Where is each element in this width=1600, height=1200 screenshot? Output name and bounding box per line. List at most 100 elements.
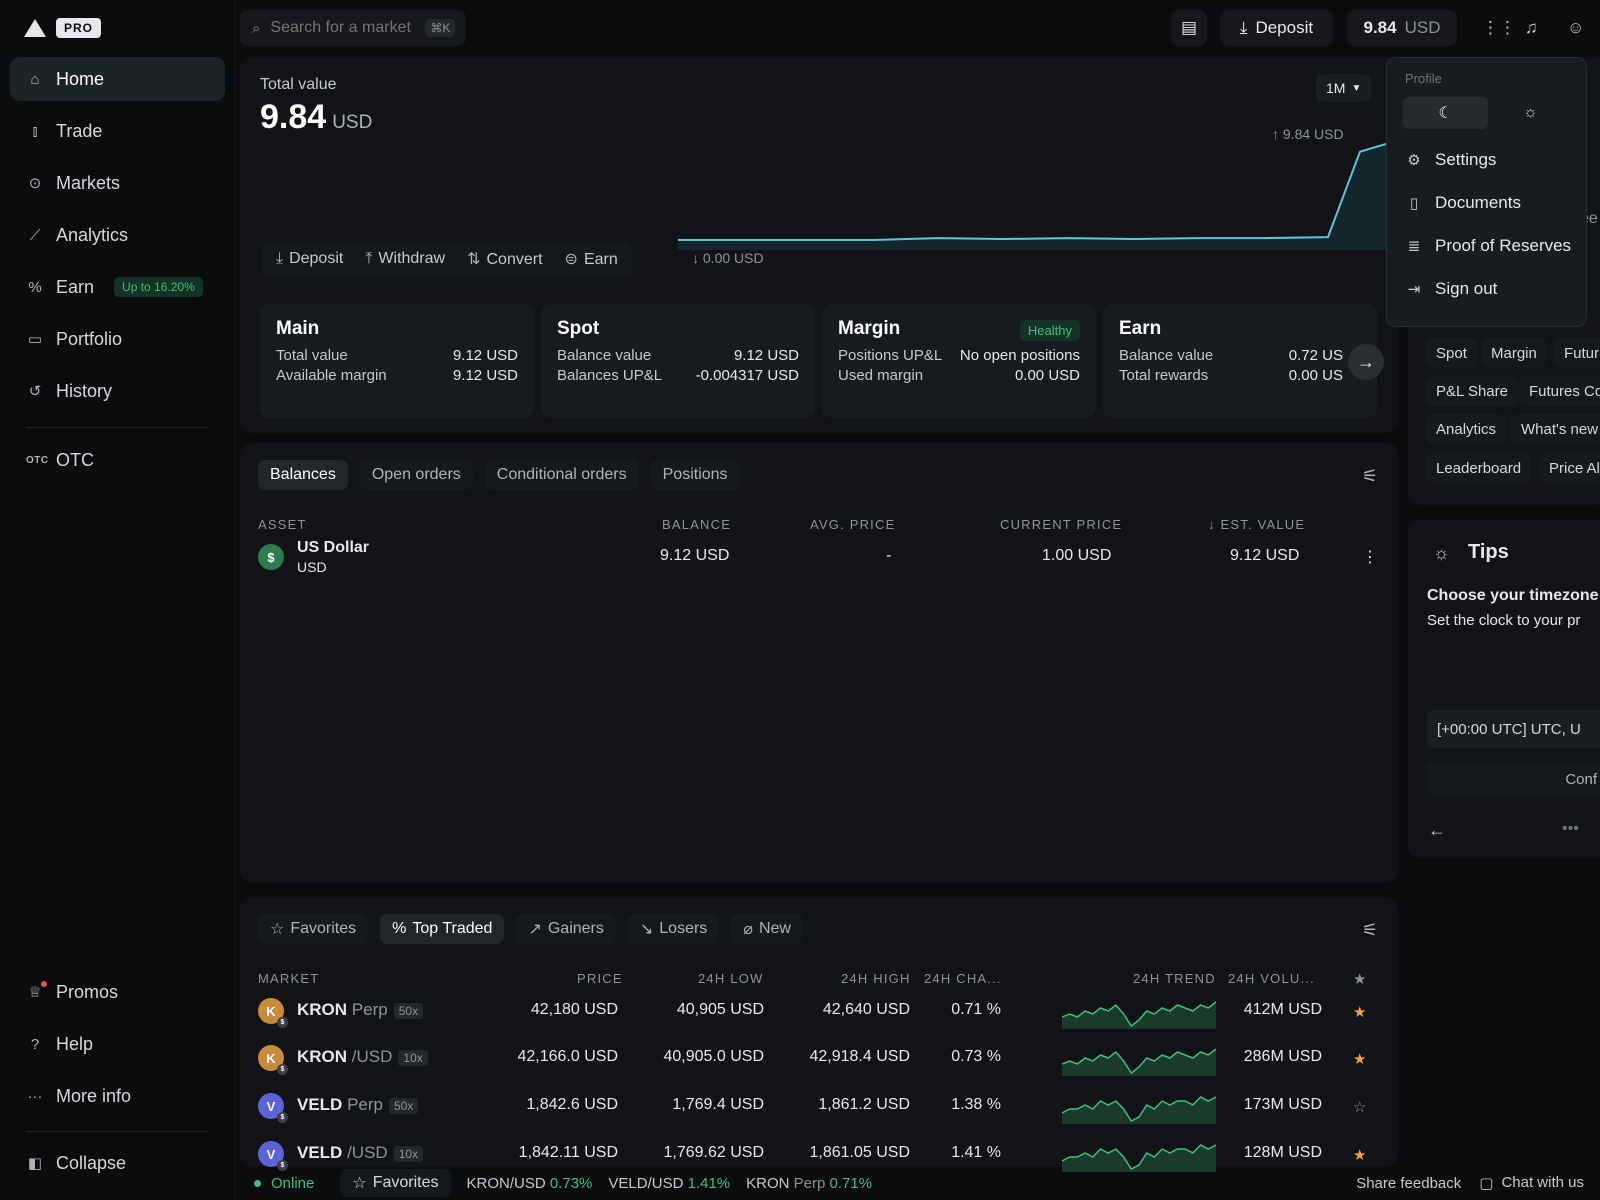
user-icon[interactable]: ☺ xyxy=(1567,18,1585,37)
coin-icon: V $ xyxy=(258,1093,288,1123)
favorite-star-icon[interactable]: ★ xyxy=(1353,1004,1367,1021)
shortcut-pnl-share[interactable]: P&L Share xyxy=(1426,376,1518,406)
asset-symbol: USD xyxy=(297,559,327,575)
menu-item-sign-out[interactable]: ⇥ Sign out xyxy=(1405,279,1498,299)
menu-item-settings[interactable]: ⚙ Settings xyxy=(1405,150,1496,170)
profile-menu: Profile ☾ ☼ ⚙ Settings ▯ Documents ≣ Proof … xyxy=(1386,57,1587,327)
account-card-earn[interactable]: Earn Balance value 0.72 US Total rewards 0… xyxy=(1103,304,1377,418)
tab-conditional-orders[interactable]: Conditional orders xyxy=(484,460,639,490)
arrow-left-icon[interactable]: ← xyxy=(1428,820,1446,840)
cards-next-button[interactable]: → xyxy=(1348,344,1384,380)
ticker-kron-usd[interactable]: KRON/USD 0.73% xyxy=(467,1175,593,1192)
sidebar-item-markets[interactable]: ⊙ Markets xyxy=(10,161,225,205)
action-withdraw[interactable]: ⤒ Withdraw xyxy=(365,250,445,268)
column-header-current-price[interactable]: CURRENT PRICE xyxy=(1000,517,1123,532)
sliders-icon[interactable]: ⚟ xyxy=(1362,920,1379,940)
deposit-button[interactable]: ⤓ Deposit xyxy=(1220,10,1333,46)
status-favorites-button[interactable]: ☆ Favorites xyxy=(340,1169,451,1197)
tab-label: Favorites xyxy=(290,920,357,937)
market-search[interactable]: ⌕ ⌘K xyxy=(240,10,466,46)
market-name: VELD Perp 50x xyxy=(297,1095,419,1115)
otc-icon: OTC xyxy=(26,454,49,466)
tab-positions[interactable]: Positions xyxy=(650,460,740,490)
sidebar-item-help[interactable]: ? Help xyxy=(10,1022,225,1066)
sidebar-item-portfolio[interactable]: ▭ Portfolio xyxy=(10,317,225,361)
sidebar-item-analytics[interactable]: ⟋ Analytics xyxy=(10,213,225,257)
card-title: Earn xyxy=(1119,318,1162,339)
favorite-star-icon[interactable]: ★ xyxy=(1353,1147,1367,1164)
light-theme-button[interactable]: ☼ xyxy=(1488,97,1573,129)
sign-out-icon: ⇥ xyxy=(1407,281,1421,298)
share-feedback-link[interactable]: Share feedback xyxy=(1356,1174,1462,1192)
sidebar-divider xyxy=(26,1131,208,1132)
layout-button[interactable]: ▤ xyxy=(1171,10,1207,46)
tab-favorites[interactable]: ☆ Favorites xyxy=(258,914,369,944)
ticker-veld-usd[interactable]: VELD/USD 1.41% xyxy=(608,1175,730,1192)
search-input[interactable] xyxy=(270,19,416,37)
logo[interactable]: PRO xyxy=(24,18,102,38)
shortcut-futures[interactable]: Futur xyxy=(1554,338,1600,368)
sidebar-item-more-info[interactable]: ··· More info xyxy=(10,1074,225,1118)
ticker-kron-perp[interactable]: KRON Perp 0.71% xyxy=(746,1175,872,1192)
account-card-margin[interactable]: Margin Healthy Positions UP&L No open pos… xyxy=(822,304,1096,418)
tab-top-traded[interactable]: % Top Traded xyxy=(380,914,505,944)
market-pair: Perp xyxy=(351,1000,388,1019)
action-convert[interactable]: ⇅ Convert xyxy=(467,249,542,269)
action-earn[interactable]: ⊜ Earn xyxy=(565,249,618,269)
sidebar-item-promos[interactable]: ♕ Promos xyxy=(10,970,225,1014)
tab-balances[interactable]: Balances xyxy=(258,460,348,490)
shortcut-futures-co[interactable]: Futures Co xyxy=(1519,376,1600,406)
market-24h-high: 42,640 USD xyxy=(822,1001,910,1018)
convert-icon: ⇅ xyxy=(467,251,481,268)
sidebar-item-earn[interactable]: % Earn Up to 16.20% xyxy=(10,265,225,309)
sparkline-line xyxy=(1062,1096,1216,1122)
column-header-balance: BALANCE xyxy=(662,517,732,532)
sidebar-item-otc[interactable]: OTC OTC xyxy=(10,438,225,482)
trend-up-icon: ↗ xyxy=(528,921,542,938)
timezone-select[interactable]: [+00:00 UTC] UTC, U xyxy=(1427,710,1600,748)
shortcut-whats-new[interactable]: What's new xyxy=(1511,414,1600,444)
markets-tabs: ☆ Favorites % Top Traded ↗ Gainers ↘ Losers … xyxy=(258,914,803,944)
action-label: Withdraw xyxy=(378,250,446,267)
tab-new[interactable]: ⌀ New xyxy=(731,914,803,944)
account-card-main[interactable]: Main Total value 9.12 USD Available margi… xyxy=(260,304,534,418)
tab-open-orders[interactable]: Open orders xyxy=(359,460,473,490)
period-select[interactable]: 1M ▼ xyxy=(1316,74,1372,102)
usd-coin-icon: $ xyxy=(258,544,284,570)
shortcut-analytics[interactable]: Analytics xyxy=(1426,414,1507,444)
dark-theme-button[interactable]: ☾ xyxy=(1403,97,1488,129)
row-menu-icon[interactable]: ⋮ xyxy=(1362,549,1378,566)
market-sparkline xyxy=(1062,1144,1216,1172)
menu-item-documents[interactable]: ▯ Documents xyxy=(1405,193,1521,213)
balance-button[interactable]: 9.84 USD xyxy=(1347,10,1457,46)
column-header-est-value[interactable]: ↓ EST. VALUE xyxy=(1208,517,1306,532)
sliders-icon[interactable]: ⚟ xyxy=(1362,466,1379,486)
sidebar-item-trade[interactable]: ⫾ Trade xyxy=(10,109,225,153)
sidebar-item-collapse[interactable]: ◧ Collapse xyxy=(10,1141,225,1185)
action-deposit[interactable]: ⤓ Deposit xyxy=(276,250,343,268)
asset-name: US Dollar xyxy=(297,539,370,556)
coin-glyph: V xyxy=(266,1146,276,1162)
bell-icon[interactable]: ♫ xyxy=(1525,18,1538,37)
shortcut-leaderboard[interactable]: Leaderboard xyxy=(1426,453,1532,483)
account-card-spot[interactable]: Spot Balance value 9.12 USD Balances UP&L… xyxy=(541,304,815,418)
sidebar-item-home[interactable]: ⌂ Home xyxy=(10,57,225,101)
apps-grid-icon[interactable]: ⋮⋮ xyxy=(1482,18,1516,37)
tab-gainers[interactable]: ↗ Gainers xyxy=(516,914,616,944)
tip-heading: Choose your timezone xyxy=(1427,587,1599,604)
confirm-button[interactable]: Conf xyxy=(1427,762,1600,796)
shortcut-price-alerts[interactable]: Price Al xyxy=(1539,453,1600,483)
tab-losers[interactable]: ↘ Losers xyxy=(627,914,720,944)
market-sparkline xyxy=(1062,1048,1216,1076)
sidebar-item-history[interactable]: ↺ History xyxy=(10,369,225,413)
menu-item-proof-of-reserves[interactable]: ≣ Proof of Reserves xyxy=(1405,236,1571,256)
market-24h-volume: 286M USD xyxy=(1243,1048,1322,1065)
favorite-star-icon[interactable]: ★ xyxy=(1353,1051,1367,1068)
favorite-star-icon[interactable]: ☆ xyxy=(1353,1099,1367,1116)
shortcut-spot[interactable]: Spot xyxy=(1426,338,1477,368)
market-symbol: VELD xyxy=(297,1143,343,1162)
sidebar-nav-secondary: OTC OTC xyxy=(10,438,225,490)
chat-button[interactable]: ▢ Chat with us xyxy=(1479,1174,1584,1192)
shortcut-margin[interactable]: Margin xyxy=(1481,338,1547,368)
